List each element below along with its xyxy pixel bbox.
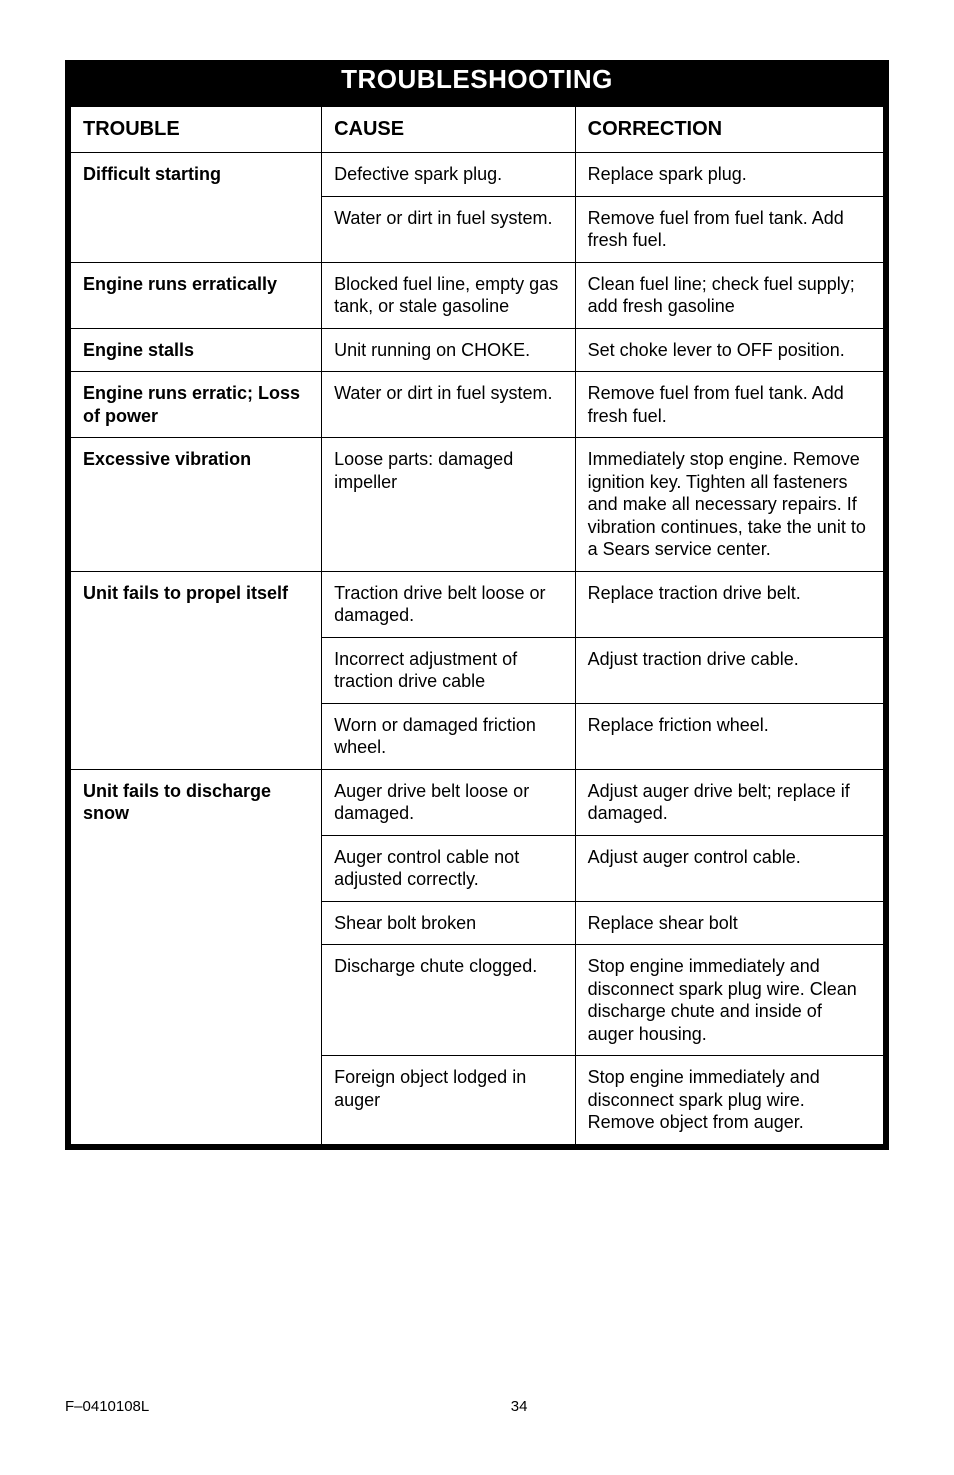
cell-correction: Immediately stop engine. Remove ignition… [575, 438, 886, 572]
cell-cause: Unit running on CHOKE. [322, 328, 576, 372]
cell-trouble [68, 703, 322, 769]
table-row: Engine runs erratic; Loss of powerWater … [68, 372, 886, 438]
col-header-trouble: TROUBLE [68, 104, 322, 153]
table-header: TROUBLE CAUSE CORRECTION [68, 104, 886, 153]
table-row: Difficult startingDefective spark plug.R… [68, 153, 886, 197]
cell-trouble: Engine stalls [68, 328, 322, 372]
cell-trouble: Engine runs erratically [68, 262, 322, 328]
col-header-cause: CAUSE [322, 104, 576, 153]
cell-correction: Replace friction wheel. [575, 703, 886, 769]
cell-correction: Replace spark plug. [575, 153, 886, 197]
page-number: 34 [65, 1398, 889, 1415]
troubleshooting-table: TROUBLE CAUSE CORRECTION Difficult start… [65, 101, 889, 1150]
table-row: Worn or damaged friction wheel.Replace f… [68, 703, 886, 769]
page-footer: F–0410108L 34 [65, 1398, 889, 1415]
cell-correction: Remove fuel from fuel tank. Add fresh fu… [575, 372, 886, 438]
table-row: Foreign object lodged in augerStop engin… [68, 1056, 886, 1147]
cell-cause: Defective spark plug. [322, 153, 576, 197]
cell-trouble: Unit fails to propel itself [68, 571, 322, 637]
cell-correction: Adjust traction drive cable. [575, 637, 886, 703]
cell-correction: Stop engine immediately and disconnect s… [575, 1056, 886, 1147]
cell-trouble [68, 901, 322, 945]
cell-cause: Water or dirt in fuel system. [322, 372, 576, 438]
table-row: Unit fails to discharge snowAuger drive … [68, 769, 886, 835]
doc-code: F–0410108L [65, 1398, 149, 1415]
table-row: Auger control cable not adjusted correct… [68, 835, 886, 901]
cell-trouble [68, 835, 322, 901]
table-row: Incorrect adjustment of traction drive c… [68, 637, 886, 703]
cell-trouble [68, 1056, 322, 1147]
cell-correction: Stop engine immediately and disconnect s… [575, 945, 886, 1056]
cell-cause: Loose parts: damaged impeller [322, 438, 576, 572]
cell-trouble: Excessive vibration [68, 438, 322, 572]
manual-page: TROUBLESHOOTING TROUBLE CAUSE CORRECTION… [0, 0, 954, 1475]
cell-correction: Replace traction drive belt. [575, 571, 886, 637]
cell-cause: Blocked fuel line, empty gas tank, or st… [322, 262, 576, 328]
cell-cause: Auger control cable not adjusted correct… [322, 835, 576, 901]
cell-correction: Adjust auger drive belt; replace if dama… [575, 769, 886, 835]
section-title: TROUBLESHOOTING [65, 60, 889, 101]
cell-trouble [68, 637, 322, 703]
cell-cause: Incorrect adjustment of traction drive c… [322, 637, 576, 703]
table-body: Difficult startingDefective spark plug.R… [68, 153, 886, 1147]
cell-trouble: Engine runs erratic; Loss of power [68, 372, 322, 438]
cell-cause: Worn or damaged friction wheel. [322, 703, 576, 769]
cell-cause: Traction drive belt loose or damaged. [322, 571, 576, 637]
cell-correction: Remove fuel from fuel tank. Add fresh fu… [575, 196, 886, 262]
cell-cause: Discharge chute clogged. [322, 945, 576, 1056]
cell-correction: Clean fuel line; check fuel supply; add … [575, 262, 886, 328]
cell-trouble [68, 196, 322, 262]
table-row: Excessive vibrationLoose parts: damaged … [68, 438, 886, 572]
cell-correction: Replace shear bolt [575, 901, 886, 945]
cell-cause: Shear bolt broken [322, 901, 576, 945]
cell-trouble: Unit fails to discharge snow [68, 769, 322, 835]
cell-cause: Foreign object lodged in auger [322, 1056, 576, 1147]
table-row: Engine runs erraticallyBlocked fuel line… [68, 262, 886, 328]
cell-cause: Auger drive belt loose or damaged. [322, 769, 576, 835]
table-row: Water or dirt in fuel system.Remove fuel… [68, 196, 886, 262]
cell-cause: Water or dirt in fuel system. [322, 196, 576, 262]
cell-correction: Set choke lever to OFF position. [575, 328, 886, 372]
table-row: Shear bolt brokenReplace shear bolt [68, 901, 886, 945]
cell-correction: Adjust auger control cable. [575, 835, 886, 901]
table-row: Engine stallsUnit running on CHOKE.Set c… [68, 328, 886, 372]
cell-trouble: Difficult starting [68, 153, 322, 197]
table-row: Unit fails to propel itselfTraction driv… [68, 571, 886, 637]
table-row: Discharge chute clogged.Stop engine imme… [68, 945, 886, 1056]
col-header-correction: CORRECTION [575, 104, 886, 153]
cell-trouble [68, 945, 322, 1056]
